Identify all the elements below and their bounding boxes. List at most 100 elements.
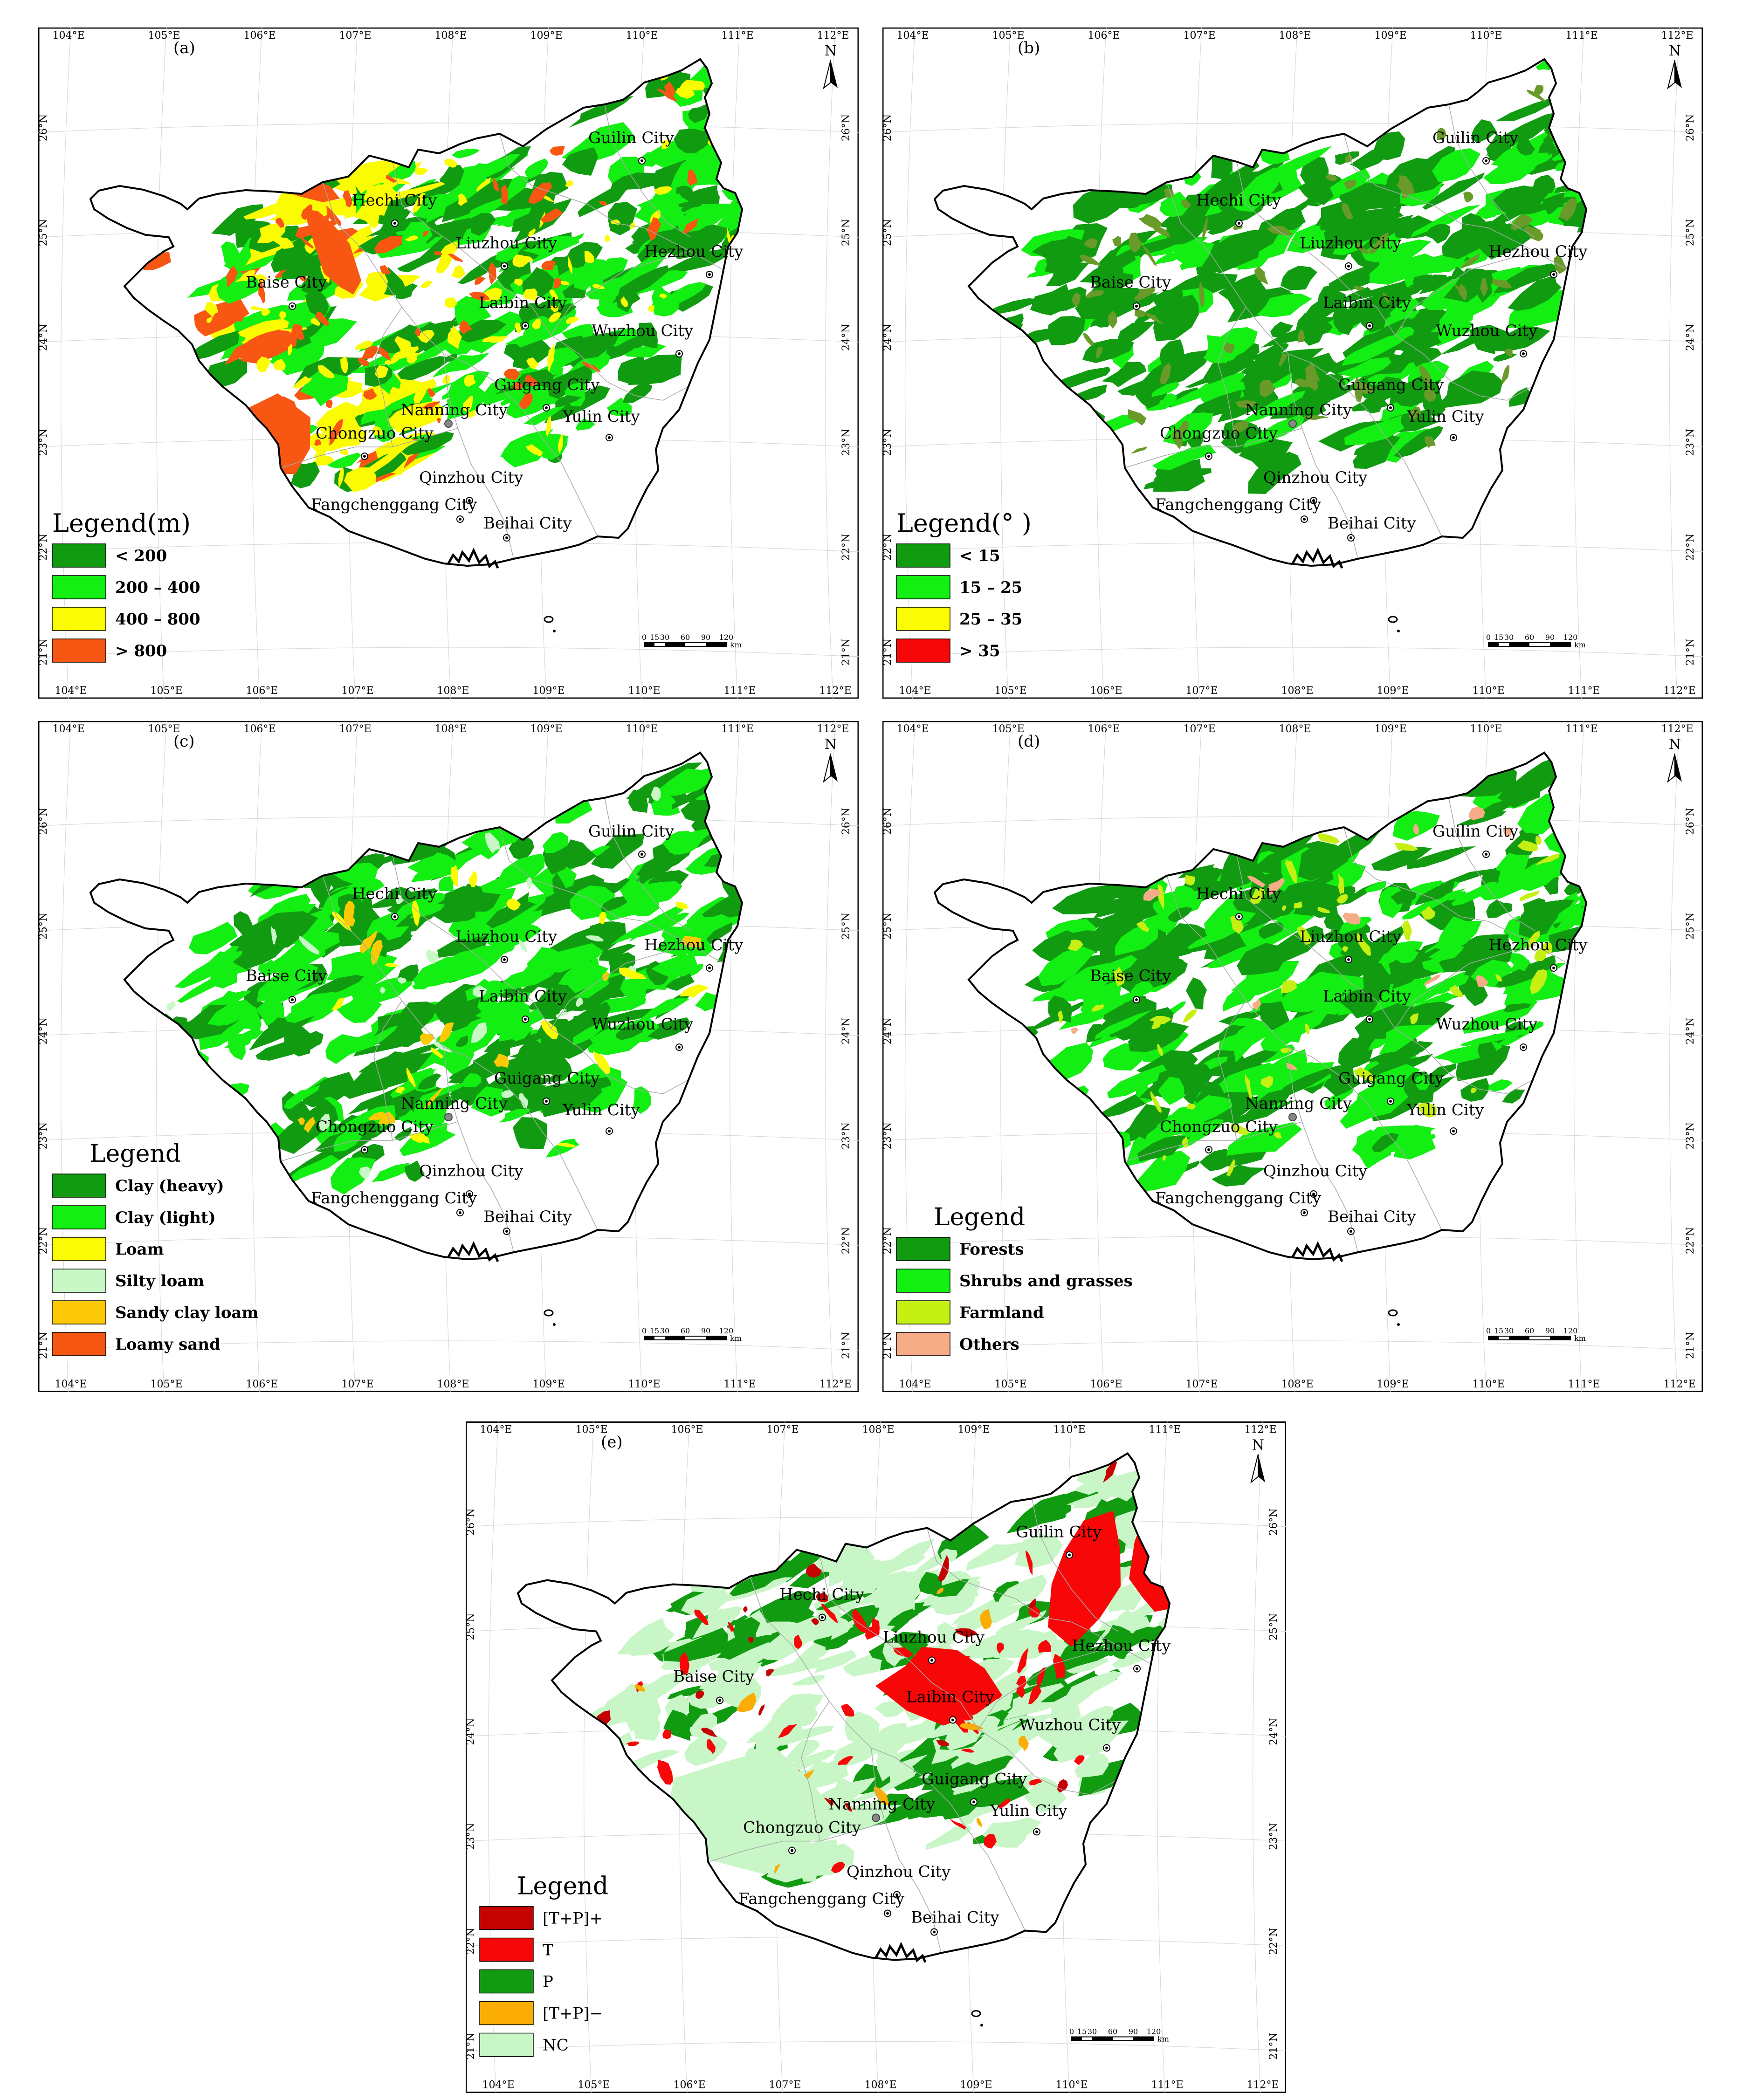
legend-title: Legend xyxy=(934,1203,1025,1231)
coastline xyxy=(447,1241,499,1262)
lon-tick-bottom: 110°E xyxy=(628,685,660,697)
city-marker: Yulin City xyxy=(562,407,640,441)
lon-tick-top: 110°E xyxy=(626,723,658,735)
lat-tick: 22°N xyxy=(882,1227,894,1254)
lon-tick-top: 108°E xyxy=(1279,723,1311,735)
city-label: Baise City xyxy=(246,967,327,985)
lon-tick-top: 110°E xyxy=(1470,723,1502,735)
lon-tick-top: 104°E xyxy=(896,30,929,41)
svg-text:60: 60 xyxy=(1108,2027,1117,2036)
city-label: Guigang City xyxy=(1338,1069,1444,1088)
island xyxy=(1397,1323,1400,1326)
lon-tick-top: 109°E xyxy=(1374,723,1406,735)
lon-tick-top: 107°E xyxy=(339,30,371,41)
city-label: Baise City xyxy=(246,273,327,292)
lat-tick: 22°N xyxy=(840,1227,852,1254)
svg-text:120: 120 xyxy=(719,1326,734,1335)
city-label: Qinzhou City xyxy=(419,468,523,487)
svg-text:30: 30 xyxy=(1504,633,1514,642)
city-label: Wuzhou City xyxy=(592,1015,694,1034)
lon-tick-bottom: 111°E xyxy=(723,685,756,697)
lon-tick-bottom: 106°E xyxy=(1090,1379,1122,1390)
legend-item-label: > 35 xyxy=(959,642,1000,660)
lat-tick: 22°N xyxy=(1268,1928,1280,1955)
svg-text:60: 60 xyxy=(681,1326,690,1335)
city-label: Nanning City xyxy=(401,1094,508,1113)
lon-tick-bottom: 109°E xyxy=(532,1379,565,1390)
city-label: Guilin City xyxy=(588,129,675,147)
guangxi-boundary xyxy=(933,751,1588,1261)
lat-tick: 21°N xyxy=(38,638,49,666)
lat-tick: 22°N xyxy=(466,1928,477,1955)
city-marker: Laibin City xyxy=(906,1688,995,1724)
legend: Legend(° ) < 15 15 – 25 25 – 35 > 35 xyxy=(896,508,1032,663)
svg-text:0: 0 xyxy=(1486,1326,1491,1335)
legend-item-label: Clay (heavy) xyxy=(115,1177,224,1195)
city-marker: Baise City xyxy=(673,1668,755,1704)
legend-item-label: Loamy sand xyxy=(115,1335,220,1354)
island xyxy=(971,2010,981,2017)
city-marker: Baise City xyxy=(246,967,327,1003)
lon-tick-top: 109°E xyxy=(1374,30,1406,41)
lon-tick-top: 105°E xyxy=(575,1424,607,1436)
svg-text:90: 90 xyxy=(1545,1326,1555,1335)
lat-tick: 23°N xyxy=(466,1823,477,1850)
city-label: Yulin City xyxy=(1406,407,1484,426)
city-label: Hechi City xyxy=(352,885,437,903)
svg-text:15: 15 xyxy=(1077,2027,1087,2036)
guangxi-boundary xyxy=(89,751,744,1261)
lon-tick-top: 111°E xyxy=(1149,1424,1181,1436)
city-label: Chongzuo City xyxy=(316,424,434,443)
city-label: Wuzhou City xyxy=(1019,1716,1121,1735)
lon-tick-bottom: 112°E xyxy=(819,1379,851,1390)
lat-tick: 23°N xyxy=(38,429,49,456)
lat-tick: 24°N xyxy=(840,324,852,351)
legend-item-label: 15 – 25 xyxy=(959,578,1022,597)
legend-swatch xyxy=(52,1300,106,1325)
north-arrow-icon: N xyxy=(823,736,838,783)
lat-tick: 21°N xyxy=(882,1332,894,1359)
lon-tick-top: 112°E xyxy=(1244,1424,1276,1436)
lon-tick-top: 106°E xyxy=(243,723,275,735)
city-marker: Qinzhou City xyxy=(419,468,523,504)
lon-tick-bottom: 104°E xyxy=(482,2079,514,2091)
legend-item-label: [T+P]+ xyxy=(543,1909,603,1928)
city-label: Chongzuo City xyxy=(1160,1118,1278,1136)
city-label: Liuzhou City xyxy=(455,927,558,946)
city-label: Guilin City xyxy=(1016,1523,1102,1542)
lat-tick: 25°N xyxy=(1685,219,1696,246)
lat-tick: 25°N xyxy=(840,219,852,246)
lon-tick-top: 108°E xyxy=(434,723,467,735)
legend-swatch xyxy=(479,1937,534,1962)
legend-swatch xyxy=(52,1332,106,1356)
city-label: Chongzuo City xyxy=(1160,424,1278,443)
city-marker: Guilin City xyxy=(588,822,675,858)
lon-tick-top: 111°E xyxy=(1565,723,1597,735)
lat-tick: 26°N xyxy=(38,808,49,835)
city-marker: Liuzhou City xyxy=(883,1628,985,1664)
svg-text:15: 15 xyxy=(1494,1326,1503,1335)
lat-tick: 26°N xyxy=(1685,808,1696,835)
legend: Legend Forests Shrubs and grasses Farmland O… xyxy=(896,1203,1133,1356)
legend-item-label: T xyxy=(543,1941,553,1960)
panel-label: (e) xyxy=(601,1433,623,1452)
city-marker: Beihai City xyxy=(1328,1208,1416,1235)
legend-item-label: 200 – 400 xyxy=(115,578,200,597)
city-marker: Hechi City xyxy=(352,885,437,920)
city-label: Beihai City xyxy=(1328,1208,1416,1226)
lon-tick-bottom: 110°E xyxy=(1472,1379,1504,1390)
lat-tick: 23°N xyxy=(1268,1823,1280,1850)
city-label: Fangchenggang City xyxy=(311,1189,477,1208)
city-label: Liuzhou City xyxy=(455,234,558,253)
legend-item-label: Shrubs and grasses xyxy=(959,1272,1133,1290)
island xyxy=(553,630,556,632)
lat-tick: 24°N xyxy=(466,1718,477,1745)
city-marker: Beihai City xyxy=(483,1208,572,1235)
island xyxy=(553,1323,556,1326)
lon-tick-bottom: 109°E xyxy=(1377,1379,1409,1390)
city-label: Beihai City xyxy=(1328,514,1416,533)
lat-tick: 23°N xyxy=(840,429,852,456)
legend-swatch xyxy=(52,1237,106,1261)
